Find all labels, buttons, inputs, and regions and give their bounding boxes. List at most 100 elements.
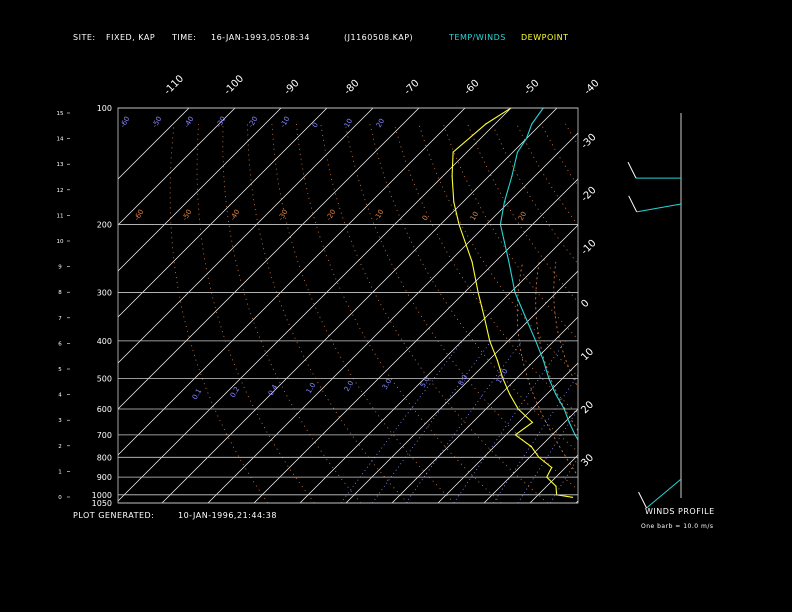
mixing-ratio-line bbox=[371, 340, 492, 503]
adiabat-label: -60 bbox=[133, 208, 146, 222]
temperature-profile-point bbox=[508, 261, 510, 263]
height-tick-label: 0 bbox=[58, 495, 62, 501]
pressure-tick-label: 100 bbox=[97, 104, 112, 113]
height-tick-label: 12 bbox=[57, 188, 64, 194]
isotherm-right-label: -20 bbox=[579, 185, 598, 204]
isotherm-top-label: -90 bbox=[282, 78, 301, 97]
temperature-profile-point bbox=[592, 477, 593, 478]
height-tick-label: 13 bbox=[57, 162, 64, 168]
adiabat-top-label: 0 bbox=[311, 121, 320, 129]
dry-adiabat bbox=[196, 123, 315, 503]
dewpoint-profile-point bbox=[453, 201, 455, 203]
adiabat-top-label: 20 bbox=[375, 117, 386, 129]
dry-adiabat bbox=[761, 124, 792, 503]
dry-adiabat bbox=[540, 123, 578, 187]
height-tick-label: 8 bbox=[58, 290, 62, 296]
isotherm-line bbox=[118, 108, 512, 502]
temperature-profile-point bbox=[581, 446, 582, 447]
height-tick-label: 1 bbox=[58, 469, 62, 475]
time-value: 16-JAN-1993,05:08:34 bbox=[211, 33, 310, 42]
isotherm-right-label: 30 bbox=[579, 452, 596, 469]
pressure-tick-label: 900 bbox=[97, 473, 112, 482]
dry-adiabat bbox=[467, 123, 578, 303]
dry-adiabat bbox=[712, 124, 792, 503]
winds-profile-title: WINDS PROFILE bbox=[645, 507, 715, 516]
dry-adiabat bbox=[639, 124, 792, 503]
mixing-ratio-line bbox=[549, 457, 578, 503]
pressure-tick-label: 300 bbox=[97, 289, 112, 298]
mixing-ratio-line bbox=[610, 341, 706, 503]
dewpoint-profile-point bbox=[555, 485, 557, 487]
dry-adiabat bbox=[663, 124, 792, 503]
isotherm-line bbox=[483, 408, 578, 503]
isotherm-line bbox=[575, 500, 578, 503]
temperature-profile-point bbox=[531, 123, 533, 125]
temperature-profile-point bbox=[503, 201, 505, 203]
isotherm-line bbox=[118, 108, 282, 272]
mixing-ratio-line bbox=[405, 340, 523, 503]
height-tick-label: 5 bbox=[58, 367, 62, 373]
dry-adiabat bbox=[169, 123, 269, 503]
dry-adiabat bbox=[737, 124, 792, 503]
dewpoint-profile-point bbox=[509, 393, 511, 395]
isotherm-right-label: -10 bbox=[579, 238, 598, 257]
dry-adiabat bbox=[320, 123, 548, 503]
isotherm-line bbox=[345, 270, 578, 503]
isotherm-line bbox=[437, 362, 578, 503]
plot-frame bbox=[117, 107, 579, 504]
isotherm-top-label: -100 bbox=[222, 73, 246, 97]
wind-barb-staff bbox=[636, 203, 682, 213]
height-tick-label: 10 bbox=[57, 239, 64, 245]
adiabat-top-label: -50 bbox=[151, 115, 164, 129]
isotherm-line bbox=[668, 108, 792, 503]
isotherm-line bbox=[118, 108, 466, 456]
plot-generated-value: 10-JAN-1996,21:44:38 bbox=[178, 511, 277, 520]
adiabat-top-label: -20 bbox=[247, 115, 260, 129]
adiabat-label: -20 bbox=[325, 208, 338, 222]
isotherm-line bbox=[118, 108, 190, 180]
height-tick-label: 6 bbox=[58, 341, 62, 347]
isotherm-line bbox=[714, 108, 792, 503]
isotherm-top-label: -80 bbox=[342, 78, 361, 97]
adiabat-label: 0 bbox=[421, 214, 430, 222]
dewpoint-profile-point bbox=[484, 317, 486, 319]
isotherm-line bbox=[529, 454, 578, 503]
adiabat-label: -10 bbox=[373, 208, 386, 222]
isotherm-line bbox=[253, 178, 578, 503]
dewpoint-profile-point bbox=[485, 123, 487, 125]
temperature-profile-point bbox=[516, 151, 519, 153]
adiabat-top-label: -60 bbox=[119, 115, 132, 129]
isotherm-right-label: 10 bbox=[579, 346, 596, 363]
dry-adiabat bbox=[786, 124, 792, 503]
dewpoint-profile-point bbox=[551, 466, 553, 469]
plot-generated-label: PLOT GENERATED: bbox=[73, 511, 155, 520]
adiabat-top-label: -10 bbox=[279, 115, 292, 129]
isotherm-line bbox=[118, 108, 328, 318]
pressure-tick-label: 1050 bbox=[92, 499, 112, 508]
wind-barb-flag bbox=[627, 161, 637, 179]
isotherm-right-label: 0 bbox=[579, 298, 591, 310]
pressure-tick-label: 400 bbox=[97, 337, 112, 346]
temperature-profile-point bbox=[555, 393, 557, 395]
mixing-ratio-label: 0.2 bbox=[229, 385, 241, 399]
isotherm-line bbox=[118, 108, 374, 364]
isotherm-line bbox=[161, 108, 558, 503]
height-tick-label: 9 bbox=[58, 265, 62, 271]
dewpoint-profile-point bbox=[452, 151, 454, 153]
height-tick-label: 2 bbox=[58, 444, 62, 450]
dry-adiabat bbox=[688, 124, 792, 503]
isotherm-line bbox=[391, 316, 578, 503]
temp-legend: TEMP/WINDS bbox=[449, 33, 506, 42]
mixing-ratio-line bbox=[340, 340, 463, 503]
dry-adiabat bbox=[565, 123, 578, 146]
site-value: FIXED, KAP bbox=[106, 33, 156, 42]
isotherm-right-label: 20 bbox=[579, 399, 596, 416]
adiabat-label: 20 bbox=[517, 210, 528, 222]
winds-barb-note: One barb = 10.0 m/s bbox=[641, 523, 714, 530]
height-tick-label: 15 bbox=[57, 111, 64, 117]
isotherm-top-label: -50 bbox=[522, 78, 541, 97]
pressure-tick-label: 700 bbox=[97, 431, 112, 440]
isotherm-line bbox=[118, 108, 420, 410]
mixing-ratio-label: 0.4 bbox=[267, 383, 280, 397]
